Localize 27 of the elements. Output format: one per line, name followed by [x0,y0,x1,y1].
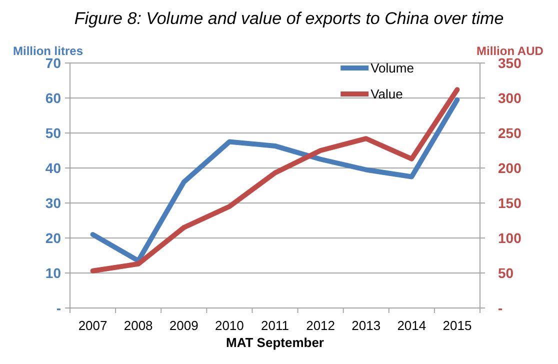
x-tick-label: 2008 [124,318,153,333]
x-tick-label: 2013 [352,318,381,333]
y2-tick-label: 200 [498,160,522,176]
y-tick-label: 20 [45,230,62,246]
y2-tick-label: 150 [498,194,522,211]
y2-tick-label: 300 [498,90,522,106]
y-tick-label: 10 [45,264,62,281]
legend-label: Volume [370,60,414,76]
x-axis-title: MAT September [226,335,324,350]
x-tick-label: 2011 [261,318,289,333]
y2-tick-label: 50 [498,264,514,281]
x-tick-label: 2007 [78,318,108,333]
y-tick-label: 50 [45,124,62,141]
y-tick-label: - [56,300,62,316]
x-tick-label: 2010 [214,318,244,333]
y-tick-label: 40 [45,160,62,176]
y2-tick-label: 250 [498,124,522,141]
x-tick-label: 2015 [442,318,472,333]
x-tick-label: 2009 [169,318,198,333]
x-tick-label: 2012 [306,318,336,333]
legend-label: Value [370,86,403,102]
chart-title: Figure 8: Volume and value of exports to China over time [74,9,504,28]
y-tick-label: 60 [45,90,62,106]
y-tick-label: 30 [45,194,62,211]
y2-tick-label: - [498,300,503,316]
y2-tick-label: 100 [498,230,522,246]
x-tick-label: 2014 [397,318,426,333]
